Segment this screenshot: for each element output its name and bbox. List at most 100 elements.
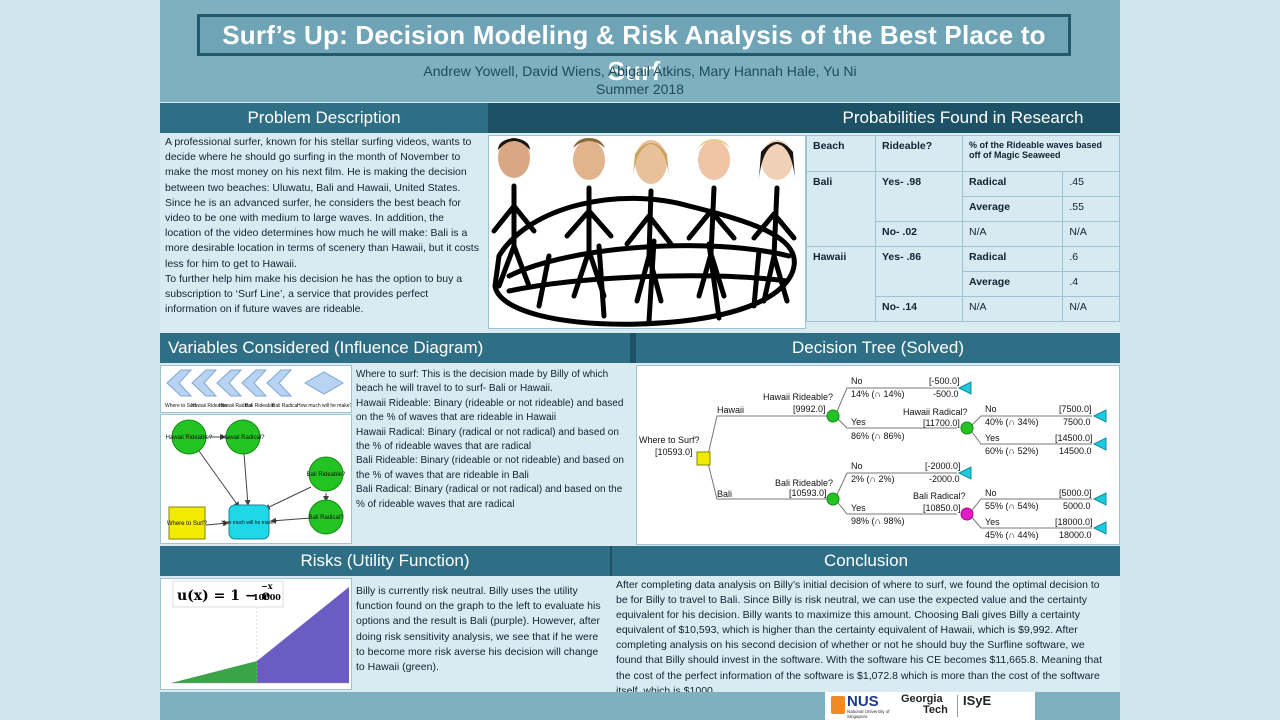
variables-text: Where to surf: This is the decision made… bbox=[356, 368, 626, 512]
isye-logo: ISyE bbox=[963, 693, 992, 708]
bali-rideable-chance bbox=[826, 492, 840, 506]
variables-line: Where to surf: This is the decision made… bbox=[356, 369, 609, 395]
tree-b-no-v1: [-2000.0] bbox=[925, 461, 961, 471]
tree-b-no-v2: -2000.0 bbox=[929, 474, 960, 484]
label-bali-rideable: Bali Rideable? bbox=[307, 472, 346, 478]
th-beach: Beach bbox=[806, 135, 876, 172]
tree-b-ride-val: [10593.0] bbox=[789, 488, 827, 498]
tree-b-rad: Bali Radical? bbox=[913, 491, 966, 501]
problem-text-block: A professional surfer, known for his ste… bbox=[165, 135, 481, 317]
tree-br-no-v1: [5000.0] bbox=[1059, 488, 1092, 498]
authors-block: Andrew Yowell, David Wiens, Abigail Atki… bbox=[160, 62, 1120, 98]
cell-hawaii-no: No- .14 bbox=[875, 296, 963, 322]
gt-logo-line1: Georgia bbox=[901, 693, 943, 705]
variables-line: Bali Radical: Binary (radical or not rad… bbox=[356, 484, 623, 510]
tree-hr-no-v1: [7500.0] bbox=[1059, 404, 1092, 414]
problem-text: A professional surfer, known for his ste… bbox=[165, 136, 479, 270]
tree-h-rad: Hawaii Radical? bbox=[903, 407, 968, 417]
tree-root: Where to Surf? bbox=[639, 435, 700, 445]
decision-node bbox=[696, 451, 711, 466]
tree-hr-no: No bbox=[985, 404, 997, 414]
risks-text: Billy is currently risk neutral. Billy u… bbox=[356, 585, 601, 674]
tree-br-no-v2: 5000.0 bbox=[1063, 501, 1091, 511]
probabilities-table-wrap: Beach Rideable? % of the Rideable waves … bbox=[806, 135, 1120, 322]
logo-strip: NUS National University of Singapore Geo… bbox=[825, 692, 1035, 720]
th-percent: % of the Rideable waves based off of Mag… bbox=[962, 135, 1120, 172]
tree-h-no-v2: -500.0 bbox=[933, 389, 959, 399]
poster-title: Surf’s Up: Decision Modeling & Risk Anal… bbox=[197, 14, 1071, 86]
tree-hr-no-v2: 7500.0 bbox=[1063, 417, 1091, 427]
variables-header: Variables Considered (Influence Diagram) bbox=[160, 333, 630, 363]
tree-hr-yes: Yes bbox=[985, 433, 1000, 443]
probabilities-header: Probabilities Found in Research bbox=[806, 103, 1120, 133]
decision-tree: Where to Surf? [10593.0] Hawaii Bali Haw… bbox=[636, 365, 1120, 545]
label-hawaii-rideable: Hawaii Rideable? bbox=[166, 435, 213, 441]
tree-hr-yes-p: 60% (∩ 52%) bbox=[985, 446, 1039, 456]
tree-h-ride: Hawaii Rideable? bbox=[763, 392, 833, 402]
nus-logo: NUS bbox=[847, 693, 879, 710]
hawaii-radical-chance bbox=[960, 421, 974, 435]
legend-hawaii-rideable: Hawaii Rideable bbox=[191, 403, 227, 409]
cell-na: N/A bbox=[1062, 221, 1120, 247]
cell-radical: Radical bbox=[961, 246, 1064, 272]
cell-na: N/A bbox=[961, 221, 1064, 247]
legend-where: Where to Surf bbox=[165, 403, 196, 409]
problem-header: Problem Description bbox=[160, 103, 488, 133]
conclusion-text: After completing data analysis on Billy’… bbox=[616, 579, 1102, 697]
tree-h-yes: Yes bbox=[851, 417, 866, 427]
tree-root-val: [10593.0] bbox=[655, 447, 693, 457]
influence-legend: Where to Surf Hawaii Rideable Hawaii Rad… bbox=[160, 365, 353, 413]
tree-b-no: No bbox=[851, 461, 863, 471]
tree-h-no: No bbox=[851, 376, 863, 386]
label-where: Where to Surf? bbox=[167, 521, 208, 527]
decision-tree-svg: Where to Surf? [10593.0] Hawaii Bali Haw… bbox=[639, 376, 1107, 540]
cell-na: N/A bbox=[1062, 296, 1120, 322]
tree-h-yes-p: 86% (∩ 86%) bbox=[851, 431, 905, 441]
authors: Andrew Yowell, David Wiens, Abigail Atki… bbox=[423, 63, 857, 79]
utility-formula-num: −x bbox=[261, 581, 273, 591]
cell-hawaii-yes: Yes- .86 bbox=[875, 246, 963, 297]
variables-line: Bali Rideable: Binary (rideable or not r… bbox=[356, 455, 624, 481]
nus-subtitle: National University of Singapore bbox=[847, 709, 890, 719]
tree-br-yes-v1: [18000.0] bbox=[1055, 517, 1093, 527]
cell-average: Average bbox=[961, 196, 1064, 222]
tree-b-rad-val: [10850.0] bbox=[923, 503, 961, 513]
face-icons bbox=[498, 138, 795, 184]
tree-hawaii: Hawaii bbox=[717, 405, 744, 415]
cell-bali-no: No- .02 bbox=[875, 221, 963, 247]
tree-br-no: No bbox=[985, 488, 997, 498]
hawaii-rideable-chance bbox=[826, 409, 840, 423]
influence-diagram-svg: Hawaii Rideable? Hawaii Radical? Bali Ri… bbox=[166, 419, 346, 540]
header-spacer bbox=[630, 333, 636, 363]
tree-bali: Bali bbox=[717, 489, 732, 499]
header-spacer bbox=[610, 546, 612, 576]
conclusion-header: Conclusion bbox=[612, 546, 1120, 576]
label-bali-radical: Bali Radical? bbox=[308, 515, 344, 521]
hawaii-radical-node bbox=[225, 419, 261, 455]
tree-b-no-p: 2% (∩ 2%) bbox=[851, 474, 894, 484]
label-hawaii-radical: Hawaii Radical? bbox=[221, 435, 265, 441]
utility-graph: u(x) = 1 − e −x 10000 bbox=[160, 578, 352, 690]
team-sketch-image bbox=[491, 138, 797, 327]
tree-h-no-v1: [-500.0] bbox=[929, 376, 960, 386]
tree-hr-yes-v1: [14500.0] bbox=[1055, 433, 1093, 443]
cell-hawaii: Hawaii bbox=[806, 246, 876, 322]
utility-graph-svg: u(x) = 1 − e −x 10000 bbox=[171, 580, 349, 684]
tree-b-yes: Yes bbox=[851, 503, 866, 513]
cell-radical: Radical bbox=[961, 171, 1064, 197]
tree-b-yes-p: 98% (∩ 98%) bbox=[851, 516, 905, 526]
influence-legend-arrows: Where to Surf Hawaii Rideable Hawaii Rad… bbox=[165, 369, 353, 409]
bali-area bbox=[257, 587, 349, 683]
cell-hawaii-average: .4 bbox=[1062, 271, 1120, 297]
probabilities-table: Beach Rideable? % of the Rideable waves … bbox=[806, 135, 1120, 322]
cell-bali: Bali bbox=[806, 171, 876, 247]
tree-h-ride-val: [9992.0] bbox=[793, 404, 826, 414]
cell-bali-yes: Yes- .98 bbox=[875, 171, 963, 222]
influence-diagram: Hawaii Rideable? Hawaii Radical? Bali Ri… bbox=[160, 414, 352, 544]
hawaii-rideable-node bbox=[171, 419, 207, 455]
logo-divider bbox=[957, 695, 958, 717]
problem-text-2: To further help him make his decision he… bbox=[165, 272, 463, 316]
utility-formula-den: 10000 bbox=[253, 592, 281, 602]
legend-bali-radical: Bali Radical bbox=[272, 403, 298, 409]
risks-header: Risks (Utility Function) bbox=[160, 546, 610, 576]
